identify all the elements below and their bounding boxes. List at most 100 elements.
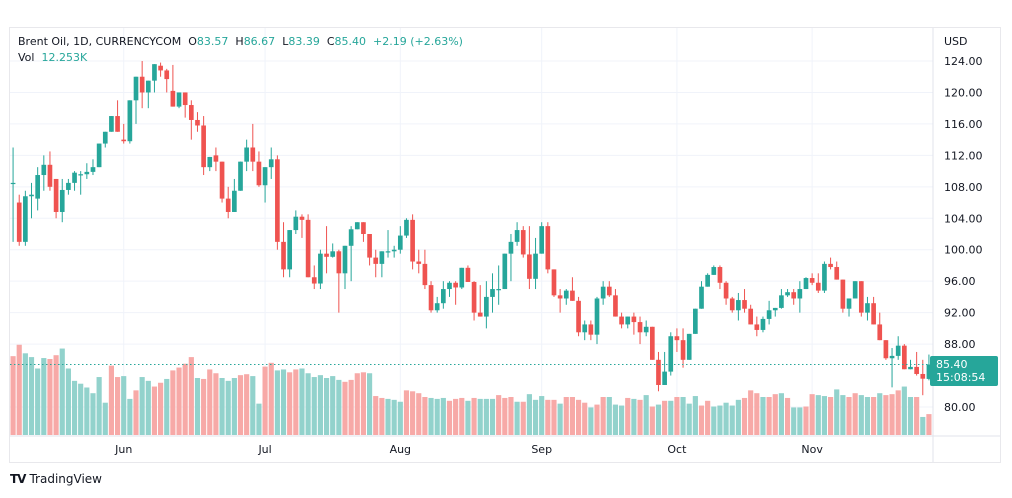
- candle-body: [772, 307, 778, 311]
- volume-bar: [655, 404, 662, 435]
- candle-body: [287, 230, 293, 270]
- candle-body: [846, 298, 852, 309]
- volume-bar: [797, 407, 803, 435]
- candle-body: [570, 290, 575, 301]
- price-tick-label: 120.00: [944, 86, 983, 99]
- candle-body: [797, 289, 803, 299]
- volume-bar: [225, 380, 231, 435]
- candle-body: [53, 178, 59, 212]
- volume-bar: [428, 397, 434, 435]
- candle-body: [889, 355, 895, 359]
- volume-bar: [114, 377, 121, 435]
- candle-body: [711, 267, 717, 275]
- candle-body: [520, 230, 526, 255]
- candle-body: [195, 119, 200, 126]
- volume-bar: [766, 397, 772, 435]
- volume-bar: [41, 358, 47, 435]
- candle-body: [588, 324, 594, 335]
- candle-body: [72, 172, 77, 183]
- volume-bar: [342, 381, 348, 435]
- candle-body: [188, 105, 194, 120]
- candle-body: [434, 303, 440, 311]
- volume-bar: [465, 400, 471, 435]
- candle-body: [527, 254, 532, 279]
- time-tick-label: Oct: [667, 443, 687, 456]
- volume-bar: [262, 366, 268, 435]
- candle-body: [299, 216, 305, 220]
- price-tick-label: 100.00: [944, 244, 983, 257]
- volume-bar: [170, 370, 176, 435]
- volume-bar: [496, 395, 502, 435]
- candle-body: [582, 324, 588, 333]
- candle-body: [416, 261, 422, 264]
- candle-body: [219, 161, 225, 199]
- candle-body: [877, 324, 883, 341]
- last-price-value: 85.40: [936, 358, 968, 371]
- volume-bar: [250, 376, 256, 435]
- volume-bar: [219, 378, 225, 435]
- candle-body: [693, 308, 698, 334]
- volume-bar: [889, 394, 895, 435]
- candle-body: [47, 164, 53, 187]
- candle-body: [121, 139, 127, 142]
- candle-body: [551, 269, 557, 296]
- volume-bar: [360, 372, 367, 435]
- volume-bar: [532, 399, 539, 435]
- candle-body: [723, 282, 729, 299]
- candle-body: [674, 336, 680, 341]
- volume-bar: [852, 393, 858, 435]
- time-tick-label: Sep: [531, 443, 552, 456]
- candle-body: [865, 303, 870, 313]
- volume-bar: [477, 398, 483, 435]
- volume-bar: [471, 397, 477, 435]
- volume-bar: [410, 391, 416, 435]
- candle-body: [760, 318, 766, 330]
- price-tick-label: 80.00: [944, 401, 976, 414]
- candle-body: [256, 161, 262, 186]
- grid-lines: [10, 28, 933, 435]
- candle-body: [102, 131, 108, 144]
- volume-bar: [502, 397, 508, 435]
- volume-bar: [631, 398, 637, 435]
- time-axis[interactable]: Jun Jul Aug Sep Oct Nov: [114, 443, 823, 456]
- candle-body: [244, 147, 249, 162]
- volume-bar: [692, 396, 698, 435]
- candle-body: [840, 279, 846, 309]
- candle-body: [447, 282, 452, 290]
- volume-bar: [65, 368, 71, 435]
- candle-body: [281, 241, 286, 270]
- volume-bar: [336, 379, 342, 435]
- high-value: 86.67: [243, 35, 276, 48]
- candle-body: [213, 155, 219, 162]
- candle-body: [10, 182, 16, 185]
- candle-body: [576, 300, 581, 333]
- volume-bar: [729, 405, 735, 435]
- volume-bar: [108, 365, 115, 435]
- candle-body: [600, 286, 606, 299]
- vol-label[interactable]: Vol: [18, 51, 35, 64]
- volume-bar: [563, 397, 569, 435]
- volume-bar: [526, 394, 532, 435]
- candle-body: [809, 278, 815, 283]
- volume-bar: [840, 395, 846, 435]
- volume-bar: [194, 378, 201, 435]
- volume-bar: [78, 383, 84, 435]
- candle-body: [803, 278, 809, 290]
- candle-body: [311, 277, 317, 284]
- open-value: 83.57: [196, 35, 229, 48]
- volume-bar: [772, 394, 778, 435]
- volume-bar: [760, 397, 766, 435]
- change-value: +2.19 (+2.63%): [373, 35, 463, 48]
- symbol-name[interactable]: Brent Oil, 1D, CURRENCYCOM: [18, 35, 182, 48]
- volume-bar: [907, 397, 914, 435]
- time-tick-label: Nov: [801, 443, 823, 456]
- price-axis[interactable]: 124.00 120.00 116.00 112.00 108.00 104.00 100.…: [944, 55, 983, 414]
- volume-bar: [164, 378, 170, 435]
- volume-bar: [348, 379, 354, 435]
- volume-bar: [176, 367, 182, 435]
- tradingview-footer[interactable]: TV TradingView: [10, 472, 102, 486]
- volume-bar: [723, 402, 729, 435]
- candle-body: [852, 281, 858, 299]
- candle-body: [90, 167, 96, 172]
